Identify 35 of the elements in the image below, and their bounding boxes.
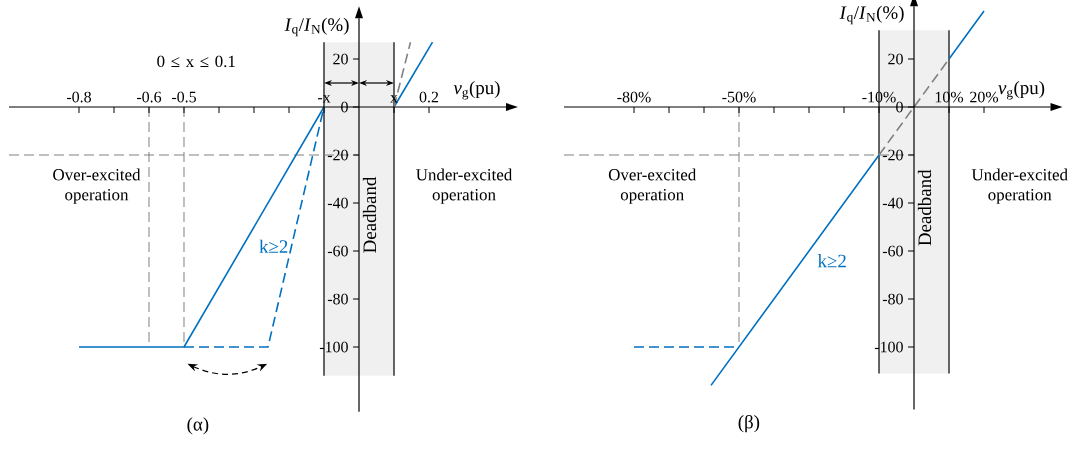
x-tick-label: -0.6	[136, 91, 162, 103]
x-tick-label: -0.5	[171, 91, 196, 103]
x-tick-label: -0.8	[66, 91, 91, 103]
y-tick-label: 0	[341, 101, 348, 113]
band-label: Deadband	[917, 169, 932, 246]
x-axis-title: v$_{g}$(pu)	[998, 80, 1045, 100]
y-axis-title: I$_{q}$/I$_{N}$(%)	[839, 5, 904, 25]
x-tick-label: -80%	[617, 91, 651, 103]
y-tick-label: -80	[882, 293, 903, 305]
y-tick-label: -20	[327, 149, 348, 161]
annotation: k≥2	[259, 239, 288, 253]
text: (α)	[187, 417, 209, 435]
annotation: Over-excited operation	[53, 168, 141, 204]
band-label: Deadband	[362, 176, 377, 253]
annotation: k≥2	[817, 254, 846, 268]
y-tick-label: -60	[882, 245, 903, 257]
y-tick-label: -40	[882, 197, 903, 209]
x-tick-label: x	[390, 95, 398, 103]
y-tick-label: 0	[896, 101, 903, 113]
y-axis-title: I$_{q}$/I$_{N}$(%)	[284, 17, 349, 37]
annotation: Under-excited operation	[971, 168, 1068, 204]
text: (β)	[738, 414, 760, 433]
annotation: Over-excited operation	[608, 168, 697, 204]
annotation: 0 ≤ x ≤ 0.1	[157, 55, 235, 68]
y-tick-label: -60	[327, 245, 348, 257]
y-tick-label: 20	[333, 53, 348, 65]
x-axis-title: v$_{g}$(pu)	[453, 80, 500, 100]
y-tick-label: -40	[327, 197, 348, 209]
x-tick-label: -50%	[722, 91, 756, 103]
y-tick-label: -20	[882, 149, 903, 161]
y-tick-label: 20	[888, 53, 903, 65]
x-tick-label: 0.2	[419, 91, 439, 103]
annotation: Under-excited operation	[416, 168, 513, 204]
y-tick-label: -80	[327, 293, 348, 305]
x-tick-label: 20%	[970, 91, 999, 103]
